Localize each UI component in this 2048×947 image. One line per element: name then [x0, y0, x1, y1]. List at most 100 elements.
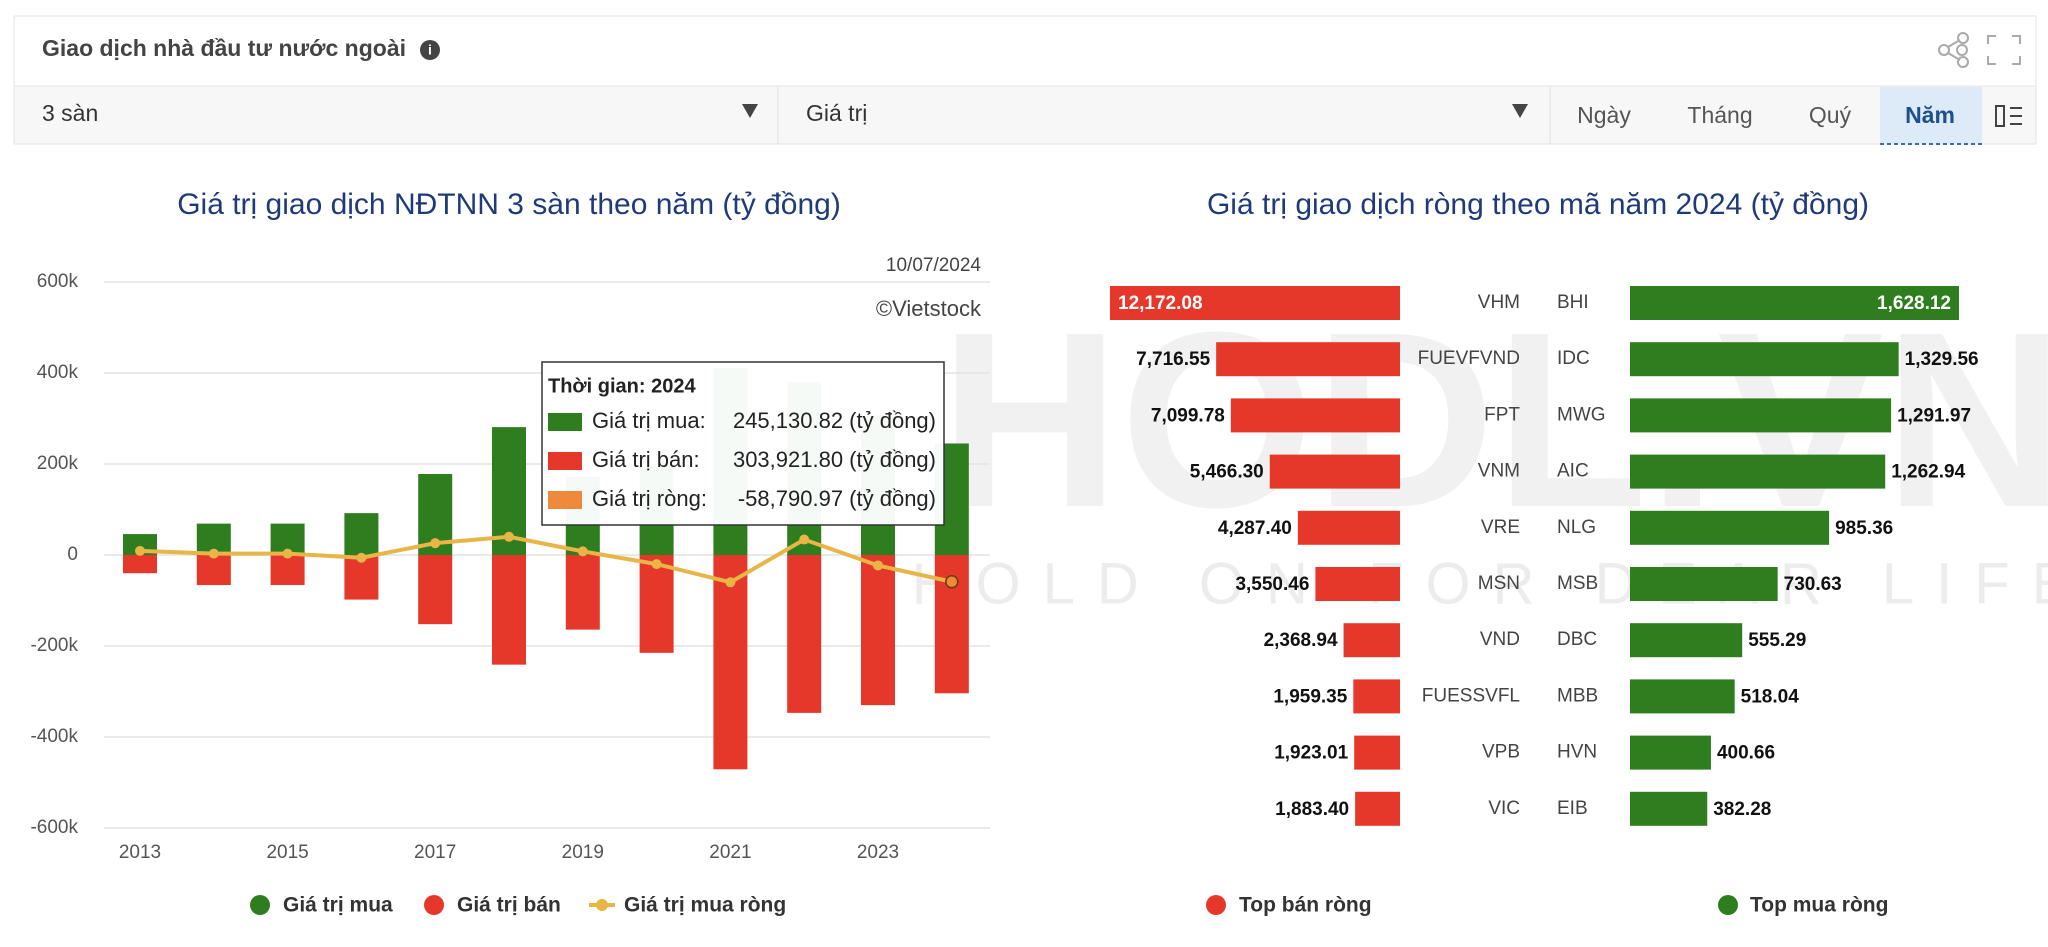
dropdown-exchange[interactable]: 3 sàn [42, 100, 98, 126]
legend-marker [250, 895, 270, 915]
value-label: 1,291.97 [1897, 405, 1971, 426]
tab[interactable]: Năm [1905, 102, 1955, 128]
bar [1216, 342, 1400, 377]
net-point [577, 546, 588, 557]
bar [1315, 567, 1400, 601]
tooltip-label: Giá trị ròng: [592, 486, 707, 511]
bar [270, 555, 305, 586]
legend-marker [1718, 895, 1738, 915]
bar [1354, 735, 1400, 770]
value-label: 1,959.35 [1273, 686, 1347, 707]
watermark-subtitle: HOLD ON FOR DEAR LIFE [912, 551, 2048, 616]
bar [1630, 454, 1886, 489]
tooltip-swatch [548, 491, 582, 509]
dropdown-arrow[interactable] [742, 104, 758, 118]
value-label: 7,716.55 [1136, 349, 1210, 370]
category-label: MWG [1557, 404, 1606, 425]
tooltip-value: -58,790.97 (tỷ đồng) [738, 486, 936, 511]
category-label: AIC [1557, 461, 1589, 482]
y-tick-label: 200k [37, 453, 79, 474]
dropdown-arrow[interactable] [1512, 104, 1528, 118]
bar [787, 555, 822, 713]
tooltip-value: 303,921.80 (tỷ đồng) [733, 447, 936, 472]
tooltip-swatch [548, 413, 582, 431]
y-tick-label: 600k [37, 271, 79, 292]
dropdown-metric[interactable]: Giá trị [806, 100, 867, 126]
panel-title: Giao dịch nhà đầu tư nước ngoài [42, 35, 406, 61]
net-point [799, 534, 810, 545]
info-icon[interactable] [420, 40, 440, 60]
bar [1110, 286, 1400, 320]
category-label: MSB [1557, 573, 1598, 594]
bar [1353, 679, 1400, 714]
bar [639, 555, 674, 653]
bar [1630, 791, 1708, 826]
net-point [356, 552, 367, 563]
net-point [873, 560, 883, 571]
category-label: VND [1480, 629, 1520, 650]
tab[interactable]: Quý [1809, 102, 1852, 128]
category-label: MBB [1557, 685, 1598, 706]
value-label: 1,628.12 [1877, 293, 1951, 314]
bar [1630, 679, 1735, 714]
category-label: HVN [1557, 742, 1597, 763]
value-label: 985.36 [1835, 518, 1893, 539]
category-label: VIC [1488, 798, 1520, 819]
tooltip-box [541, 361, 945, 526]
bar [861, 555, 895, 706]
legend-label: Giá trị mua ròng [624, 894, 786, 917]
y-tick-label: -400k [30, 726, 78, 747]
bar [1630, 510, 1830, 545]
legend-label: Top bán ròng [1239, 894, 1372, 917]
tab[interactable]: Ngày [1577, 102, 1631, 128]
bar [565, 555, 600, 630]
category-label: MSN [1478, 573, 1520, 594]
net-point [282, 548, 293, 559]
net-point [725, 577, 736, 588]
tooltip: Thời gian: 2024 Giá trị mua: 245,130.82 (t… [541, 361, 945, 526]
x-tick-label: 2019 [562, 842, 604, 863]
bar [1630, 342, 1899, 377]
x-tick-label: 2017 [414, 842, 456, 863]
value-label: 518.04 [1741, 686, 1800, 707]
table-icon[interactable] [1995, 105, 2022, 127]
bar [196, 555, 231, 586]
bar [123, 555, 157, 574]
category-label: FUESSVFL [1422, 685, 1520, 706]
tooltip-title: Thời gian: 2024 [548, 375, 696, 397]
value-label: 2,368.94 [1264, 630, 1338, 651]
share-icon[interactable] [1938, 32, 1969, 68]
tooltip-label: Giá trị bán: [592, 447, 700, 472]
annotation-date: 10/07/2024 [886, 255, 982, 276]
tab[interactable]: Tháng [1687, 102, 1752, 128]
value-label: 382.28 [1713, 799, 1771, 820]
category-label: BHI [1557, 292, 1589, 313]
legend-label: Top mua ròng [1750, 894, 1888, 917]
bar [1355, 791, 1400, 826]
tooltip-label: Giá trị mua: [592, 408, 706, 433]
fullscreen-icon[interactable] [1987, 35, 2021, 65]
net-point [945, 574, 959, 589]
category-label: FUEVFVND [1418, 348, 1520, 369]
net-point [651, 559, 662, 570]
net-point [430, 538, 441, 549]
bar [1630, 567, 1778, 601]
category-label: VPB [1482, 742, 1520, 763]
category-label: EIB [1557, 798, 1588, 819]
value-label: 7,099.78 [1151, 405, 1225, 426]
info-icon-glyph: i [428, 42, 432, 58]
filter-row [13, 85, 2037, 145]
bar [713, 555, 748, 770]
value-label: 1,883.40 [1275, 799, 1349, 820]
net-point [135, 545, 145, 556]
net-point [504, 531, 514, 542]
bar [1230, 398, 1400, 433]
bar [418, 555, 453, 625]
x-tick-label: 2023 [857, 842, 899, 863]
y-tick-label: -200k [30, 635, 78, 656]
value-label: 730.63 [1784, 574, 1842, 595]
value-label: 555.29 [1748, 630, 1806, 651]
chart-title: Giá trị giao dịch ròng theo mã năm 2024 … [1207, 188, 1869, 221]
category-label: NLG [1557, 517, 1596, 538]
